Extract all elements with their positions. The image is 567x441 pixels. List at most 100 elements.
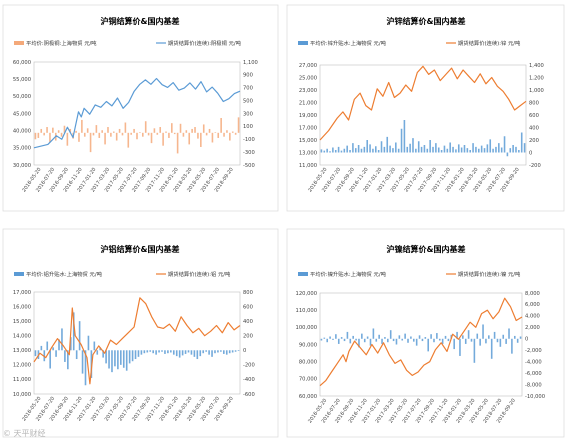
basis-bar — [159, 127, 162, 133]
basis-bar — [89, 132, 92, 153]
basis-bar — [75, 350, 78, 360]
basis-bar — [58, 339, 60, 351]
basis-bar — [429, 140, 431, 153]
basis-bar — [184, 350, 187, 354]
basis-bar — [456, 331, 458, 339]
basis-bar — [475, 146, 477, 153]
basis-bar — [107, 127, 109, 133]
basis-bar — [478, 148, 480, 153]
basis-bar — [480, 145, 483, 153]
basis-bar — [415, 148, 417, 153]
basis-bar — [346, 145, 348, 153]
basis-bar — [369, 144, 371, 153]
basis-bar — [453, 338, 455, 350]
plot-border — [319, 64, 527, 166]
basis-bar — [170, 350, 172, 353]
basis-bar — [171, 123, 173, 133]
left-axis-tick-label: 80,000 — [299, 359, 317, 365]
basis-bar — [134, 350, 137, 360]
right-axis-tick-label: 0 — [243, 348, 246, 354]
basis-bar — [509, 148, 512, 153]
basis-bar — [63, 125, 66, 133]
basis-bar — [231, 131, 234, 133]
basis-bar — [118, 128, 121, 133]
basis-bar — [366, 140, 368, 153]
right-axis-tick-label: 0 — [529, 150, 532, 156]
basis-bar — [200, 132, 202, 147]
basis-bar — [84, 350, 87, 386]
right-axis-tick-label: -6,000 — [525, 371, 542, 377]
basis-bar — [158, 350, 160, 353]
basis-bar — [432, 146, 434, 153]
chart-title: 沪铝结算价&国内基差 — [101, 244, 180, 254]
basis-bar — [202, 350, 205, 354]
basis-bar — [440, 150, 443, 153]
basis-bar — [455, 149, 457, 153]
right-axis-tick-label: -300 — [243, 150, 255, 156]
right-axis-tick-label: -100 — [243, 137, 255, 143]
basis-bar — [502, 334, 505, 339]
basis-bar — [363, 338, 366, 343]
futures-price-line — [319, 297, 523, 387]
basis-bar — [346, 331, 349, 339]
basis-bar — [81, 350, 84, 374]
plot-border — [319, 292, 523, 397]
basis-bar — [34, 132, 37, 140]
basis-bar — [511, 338, 513, 354]
basis-bar — [72, 312, 75, 351]
basis-bar — [506, 152, 509, 157]
right-axis-tick-label: 1,000 — [529, 88, 544, 94]
left-axis-tick-label: 23,000 — [299, 88, 317, 94]
legend-line-label: 期货结算价(连续):阴极铜 元/吨 — [168, 39, 242, 47]
left-axis-tick-label: 35,000 — [13, 146, 31, 152]
right-axis-tick-label: 0 — [525, 337, 528, 343]
basis-bar — [430, 334, 432, 339]
left-axis-tick-label: 110,000 — [296, 308, 317, 314]
right-axis-tick-label: 400 — [243, 319, 253, 325]
basis-bar — [220, 118, 222, 133]
basis-bar — [37, 132, 40, 138]
basis-bar — [78, 132, 80, 142]
left-axis-tick-label: 15,000 — [299, 138, 317, 144]
basis-bar — [508, 328, 510, 339]
basis-bar — [424, 337, 427, 339]
basis-bar — [377, 150, 380, 153]
basis-bar — [173, 132, 176, 135]
basis-bar — [361, 333, 363, 339]
chart-panel-nickel: 沪镍结算价&国内基差 平均价:镍升贴水:上海物贸 元/吨 期货结算价(连续):镍… — [284, 226, 567, 441]
basis-bar — [111, 350, 113, 373]
basis-bar — [205, 350, 207, 352]
basis-bar — [202, 124, 205, 133]
left-axis-tick-label: 11,000 — [299, 163, 317, 169]
basis-bar — [226, 130, 228, 133]
basis-bar — [83, 132, 86, 137]
right-axis-tick-label: -2,000 — [525, 348, 542, 354]
basis-bar — [205, 132, 208, 136]
basis-bar — [389, 330, 392, 339]
basis-bar — [472, 143, 474, 153]
right-axis-tick-label: 6,000 — [525, 302, 540, 308]
basis-bar — [155, 350, 157, 355]
left-axis-tick-label: 14,000 — [13, 334, 31, 340]
left-axis-tick-label: 40,000 — [13, 128, 31, 134]
plot-border — [33, 61, 241, 166]
left-axis-tick-label: 60,000 — [13, 60, 31, 66]
legend-line-label: 期货结算价(连续):铝 元/吨 — [168, 270, 231, 278]
left-axis-tick-label: 55,000 — [13, 77, 31, 83]
basis-bar — [320, 149, 323, 153]
left-axis-tick-label: 13,000 — [13, 348, 31, 354]
basis-bar — [354, 148, 357, 153]
legend-bar-label: 平均价:锌升贴水:上海物贸 元/吨 — [310, 39, 387, 47]
copper-chart-svg: 沪铜结算价&国内基差 平均价:阴极铜:上海物贸 元/吨 期货结算价(连续):阴极… — [2, 4, 279, 212]
basis-bar — [176, 132, 179, 154]
basis-bar — [421, 338, 424, 342]
left-axis-tick-label: 120,000 — [296, 291, 317, 297]
basis-bar — [392, 148, 394, 153]
basis-bar — [69, 128, 72, 133]
chart-title: 沪铜结算价&国内基差 — [101, 16, 180, 26]
basis-bar — [489, 139, 492, 153]
legend-swatch-bar — [14, 272, 24, 276]
basis-bar — [66, 132, 69, 146]
basis-bar — [87, 335, 90, 351]
basis-bar — [523, 143, 526, 153]
